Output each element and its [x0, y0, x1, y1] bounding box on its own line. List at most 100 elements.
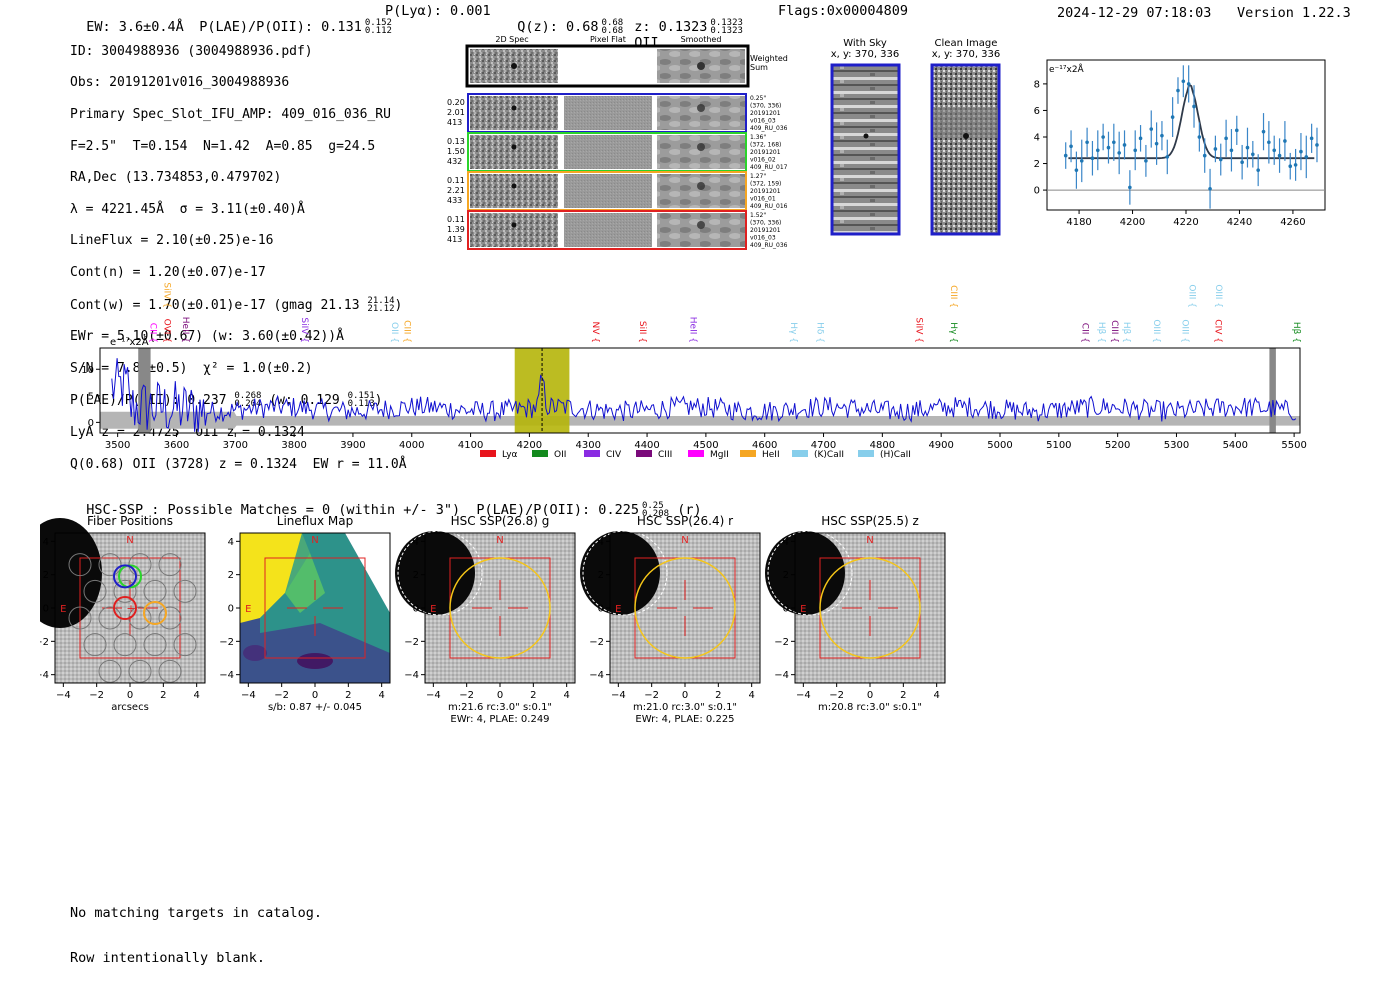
zoom-data-point — [1283, 139, 1287, 143]
legend-label: MgII — [710, 450, 729, 460]
fiber-position — [68, 553, 92, 577]
cutout-caption: m:21.6 rc:3.0" s:0.1" — [448, 702, 552, 713]
zoom-data-point — [1261, 129, 1266, 134]
zoom-data-point — [1256, 168, 1260, 172]
info-radec: RA,Dec (13.734853,0.479702) — [70, 170, 282, 186]
zoom-data-point — [1213, 147, 1218, 151]
fiber-selected — [113, 564, 137, 589]
legend-swatch — [740, 450, 756, 457]
spec2d-row-stat: 2.01 — [447, 108, 465, 117]
cutout-x-tick: 2 — [530, 690, 536, 701]
cutout-y-tick: 2 — [413, 570, 419, 581]
zoom-data-point — [1288, 164, 1293, 168]
zoom-data-point — [1122, 143, 1127, 147]
header-qz-lo: 0.68 — [601, 26, 624, 36]
info-plae-w-lo: 0.113 — [347, 399, 375, 410]
cutout-y-tick: 2 — [598, 570, 604, 581]
north-label: N — [311, 535, 318, 546]
fiber-position — [113, 579, 137, 603]
zoom-data-point — [1170, 115, 1175, 119]
spec2d-row-stat: 0.11 — [447, 176, 465, 185]
east-label: E — [60, 604, 66, 615]
zoom-data-point — [1267, 140, 1271, 145]
svg-text:+: + — [126, 602, 135, 615]
spectrum-x-tick: 5100 — [1046, 440, 1071, 451]
info-contw: Cont(w) = 1.70(±0.01)e-17 (gmag 21.13 21… — [70, 295, 403, 314]
with-sky-image — [830, 63, 901, 236]
cutout-y-tick: 4 — [413, 537, 419, 548]
spec2d-col-2d: 2D Spec — [495, 35, 528, 44]
cutout-y-tick: −2 — [589, 637, 604, 648]
spec2d-row-meta: 1.52" — [750, 212, 766, 219]
zoom-data-point — [1074, 168, 1079, 172]
spectrum-x-tick: 4800 — [870, 440, 895, 451]
fiber-position — [98, 553, 122, 577]
clean-image-title: Clean Image x, y: 370, 336 — [931, 38, 1001, 60]
cutout-title: Lineflux Map — [277, 514, 353, 528]
spec2d-row-stat: 2.21 — [447, 186, 465, 195]
header-ew: EW: 3.6±0.4Å — [86, 19, 184, 35]
spec2d-row-meta: (370, 336) — [750, 220, 781, 227]
info-block: ID: 3004988936 (3004988936.pdf) Obs: 201… — [70, 28, 407, 488]
spec2d-row-stat: 433 — [447, 196, 462, 205]
spec2d-row-smooth — [657, 174, 745, 208]
cutout-caption-2: EWr: 4, PLAE: 0.249 — [450, 714, 549, 725]
header-timestamp: 2024-12-29 07:18:03 — [1057, 5, 1212, 21]
north-label: N — [126, 535, 133, 546]
zoom-data-point — [1069, 144, 1073, 149]
footer-note: No matching targets in catalog. Row inte… — [70, 876, 322, 981]
fiber-selected — [113, 596, 137, 620]
aperture-circle — [819, 557, 921, 659]
spectrum-x-tick: 3600 — [164, 440, 189, 451]
cutout-caption: m:20.8 rc:3.0" s:0.1" — [818, 702, 922, 713]
cutout-title: HSC SSP(26.8) g — [451, 514, 550, 528]
spectrum-x-tick: 3900 — [340, 440, 365, 451]
zoom-x-tick: 4220 — [1173, 217, 1198, 228]
header-qz-hi: 0.68 — [601, 18, 624, 28]
info-plae: P(LAE)/P(OII): 0.237 0.268 0.204 (w: 0.12… — [70, 391, 383, 410]
noise-band — [100, 411, 1300, 429]
zoom-data-point — [1192, 104, 1196, 109]
cutout-x-tick: −2 — [644, 690, 659, 701]
zoom-data-point — [1315, 143, 1319, 147]
lineflux-hot-region — [240, 533, 310, 623]
header-plya: P(Lyα): 0.001 — [385, 3, 491, 19]
spec2d-row-meta: 20191201 — [750, 149, 781, 156]
spec2d-row-flat — [564, 174, 652, 208]
north-label: N — [496, 535, 503, 546]
header-bar: EW: 3.6±0.4Å — [70, 3, 184, 35]
line-marker-label: Hβ { — [1096, 322, 1106, 343]
clean-image — [930, 63, 1001, 236]
zoom-data-point — [1101, 135, 1105, 139]
info-id: ID: 3004988936 (3004988936.pdf) — [70, 43, 313, 59]
bright-source — [580, 531, 660, 615]
spec2d-row-2d — [470, 96, 558, 130]
header-z-hi: 0.1323 — [710, 18, 743, 28]
spectrum-x-tick: 3500 — [105, 440, 130, 451]
zoom-data-point — [1181, 79, 1186, 84]
fiber-position — [158, 606, 182, 630]
aperture-circle — [449, 557, 551, 659]
spec2d-row-flat — [564, 135, 652, 169]
zoom-data-point — [1218, 157, 1223, 162]
zoom-data-point — [1165, 155, 1170, 159]
spectrum-x-tick: 4700 — [811, 440, 836, 451]
aperture-box — [79, 557, 181, 659]
spec2d-row-smooth — [657, 96, 745, 130]
zoom-data-point — [1229, 148, 1234, 153]
fiber-position — [173, 579, 197, 603]
spec2d-row-meta: v016_02 — [750, 157, 776, 164]
line-marker-label: CIV { — [1212, 319, 1222, 343]
line-marker-label: Hδ { — [815, 322, 825, 343]
line-marker-label: CII { — [148, 323, 158, 343]
zoom-chart-frame — [1046, 59, 1326, 211]
cutout-y-tick: −4 — [774, 670, 789, 681]
spectrum-x-tick: 4600 — [752, 440, 777, 451]
spec2d-row-meta: 409_RU_017 — [750, 164, 788, 171]
cutout-caption-2: EWr: 4, PLAE: 0.225 — [635, 714, 734, 725]
cutout-y-tick: 0 — [413, 604, 419, 615]
spectrum-x-tick: 4000 — [399, 440, 424, 451]
zoom-data-point — [1240, 160, 1244, 165]
aperture-circle — [634, 557, 736, 659]
zoom-data-point — [1095, 148, 1100, 153]
